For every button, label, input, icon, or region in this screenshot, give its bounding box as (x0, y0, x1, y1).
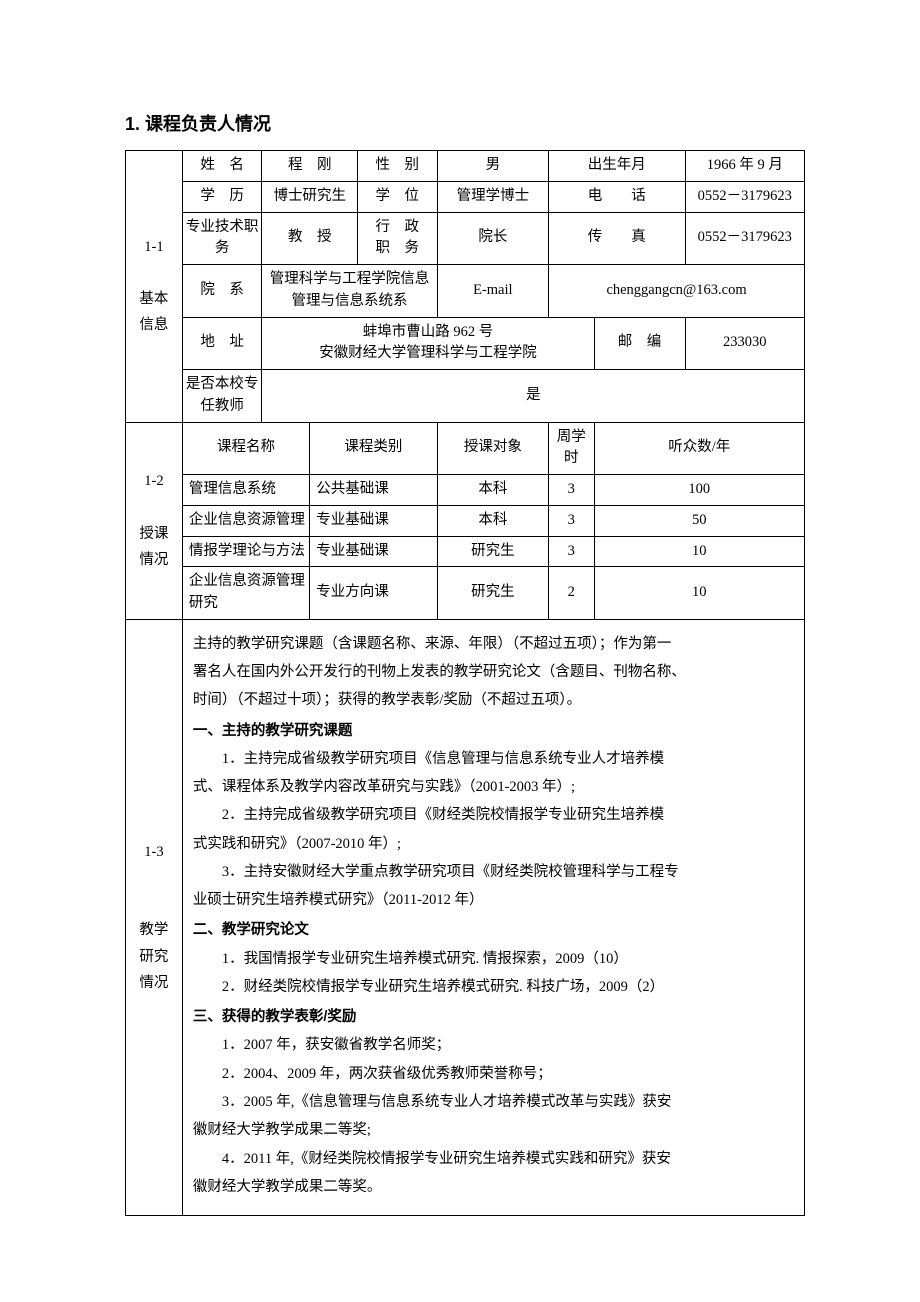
dept-label: 院 系 (182, 265, 262, 318)
birth-value: 1966 年 9 月 (685, 151, 804, 182)
teach-cell: 管理信息系统 (182, 475, 309, 506)
teach-col2: 课程类别 (310, 422, 437, 475)
edu-value: 博士研究生 (262, 181, 358, 212)
page: 1. 课程负责人情况 1-1 基本 信息 姓 名 程 刚 性 别 男 出生 (0, 0, 920, 1276)
email-value: chenggangcn@163.com (549, 265, 805, 318)
teach-cell: 本科 (437, 505, 548, 536)
teach-cell: 10 (594, 567, 804, 620)
edu-label: 学 历 (182, 181, 262, 212)
teach-cell: 专业基础课 (310, 505, 437, 536)
teach-col4: 周学时 (549, 422, 594, 475)
degree-label: 学 位 (358, 181, 438, 212)
section-1-3-label: 1-3 教学 研究 情况 (126, 619, 183, 1215)
table-row: 企业信息资源管理研究 专业方向课 研究生 2 10 (126, 567, 805, 620)
addr-label: 地 址 (182, 317, 262, 370)
main-table: 1-1 基本 信息 姓 名 程 刚 性 别 男 出生年月 1966 年 9 月 … (125, 150, 805, 1216)
fax-value: 0552－3179623 (685, 212, 804, 265)
teach-cell: 100 (594, 475, 804, 506)
page-title: 1. 课程负责人情况 (125, 110, 805, 136)
teach-cell: 专业方向课 (310, 567, 437, 620)
table-row: 学 历 博士研究生 学 位 管理学博士 电 话 0552－3179623 (126, 181, 805, 212)
research-content: 主持的教学研究课题（含课题名称、来源、年限）（不超过五项）；作为第一 署名人在国… (182, 619, 804, 1215)
table-row: 1-3 教学 研究 情况 主持的教学研究课题（含课题名称、来源、年限）（不超过五… (126, 619, 805, 1215)
addr-value: 蚌埠市曹山路 962 号安徽财经大学管理科学与工程学院 (262, 317, 594, 370)
teach-cell: 3 (549, 505, 594, 536)
fulltime-value: 是 (262, 370, 805, 423)
teach-cell: 研究生 (437, 567, 548, 620)
name-value: 程 刚 (262, 151, 358, 182)
phone-label: 电 话 (549, 181, 685, 212)
zip-label: 邮 编 (594, 317, 685, 370)
gender-label: 性 别 (358, 151, 438, 182)
protitle-label: 专业技术职务 (182, 212, 262, 265)
teach-col3: 授课对象 (437, 422, 548, 475)
degree-value: 管理学博士 (437, 181, 548, 212)
admin-value: 院长 (437, 212, 548, 265)
birth-label: 出生年月 (549, 151, 685, 182)
teach-cell: 企业信息资源管理 (182, 505, 309, 536)
table-row: 企业信息资源管理 专业基础课 本科 3 50 (126, 505, 805, 536)
teach-cell: 公共基础课 (310, 475, 437, 506)
name-label: 姓 名 (182, 151, 262, 182)
teach-cell: 50 (594, 505, 804, 536)
teach-cell: 情报学理论与方法 (182, 536, 309, 567)
section-1-2-label: 1-2 授课 情况 (126, 422, 183, 619)
teach-col5: 听众数/年 (594, 422, 804, 475)
section-1-1-label: 1-1 基本 信息 (126, 151, 183, 423)
protitle-value: 教 授 (262, 212, 358, 265)
table-row: 是否本校专任教师 是 (126, 370, 805, 423)
phone-value: 0552－3179623 (685, 181, 804, 212)
teach-cell: 研究生 (437, 536, 548, 567)
table-row: 专业技术职务 教 授 行 政职 务 院长 传 真 0552－3179623 (126, 212, 805, 265)
teach-cell: 3 (549, 536, 594, 567)
teach-cell: 企业信息资源管理研究 (182, 567, 309, 620)
table-row: 地 址 蚌埠市曹山路 962 号安徽财经大学管理科学与工程学院 邮 编 2330… (126, 317, 805, 370)
table-row: 1-1 基本 信息 姓 名 程 刚 性 别 男 出生年月 1966 年 9 月 (126, 151, 805, 182)
table-row: 院 系 管理科学与工程学院信息管理与信息系统系 E-mail chenggang… (126, 265, 805, 318)
fulltime-label: 是否本校专任教师 (182, 370, 262, 423)
zip-value: 233030 (685, 317, 804, 370)
fax-label: 传 真 (549, 212, 685, 265)
admin-label: 行 政职 务 (358, 212, 438, 265)
table-row: 1-2 授课 情况 课程名称 课程类别 授课对象 周学时 听众数/年 (126, 422, 805, 475)
teach-cell: 3 (549, 475, 594, 506)
table-row: 管理信息系统 公共基础课 本科 3 100 (126, 475, 805, 506)
teach-cell: 10 (594, 536, 804, 567)
email-label: E-mail (437, 265, 548, 318)
teach-cell: 专业基础课 (310, 536, 437, 567)
teach-cell: 2 (549, 567, 594, 620)
gender-value: 男 (437, 151, 548, 182)
teach-col1: 课程名称 (182, 422, 309, 475)
table-row: 情报学理论与方法 专业基础课 研究生 3 10 (126, 536, 805, 567)
dept-value: 管理科学与工程学院信息管理与信息系统系 (262, 265, 437, 318)
teach-cell: 本科 (437, 475, 548, 506)
